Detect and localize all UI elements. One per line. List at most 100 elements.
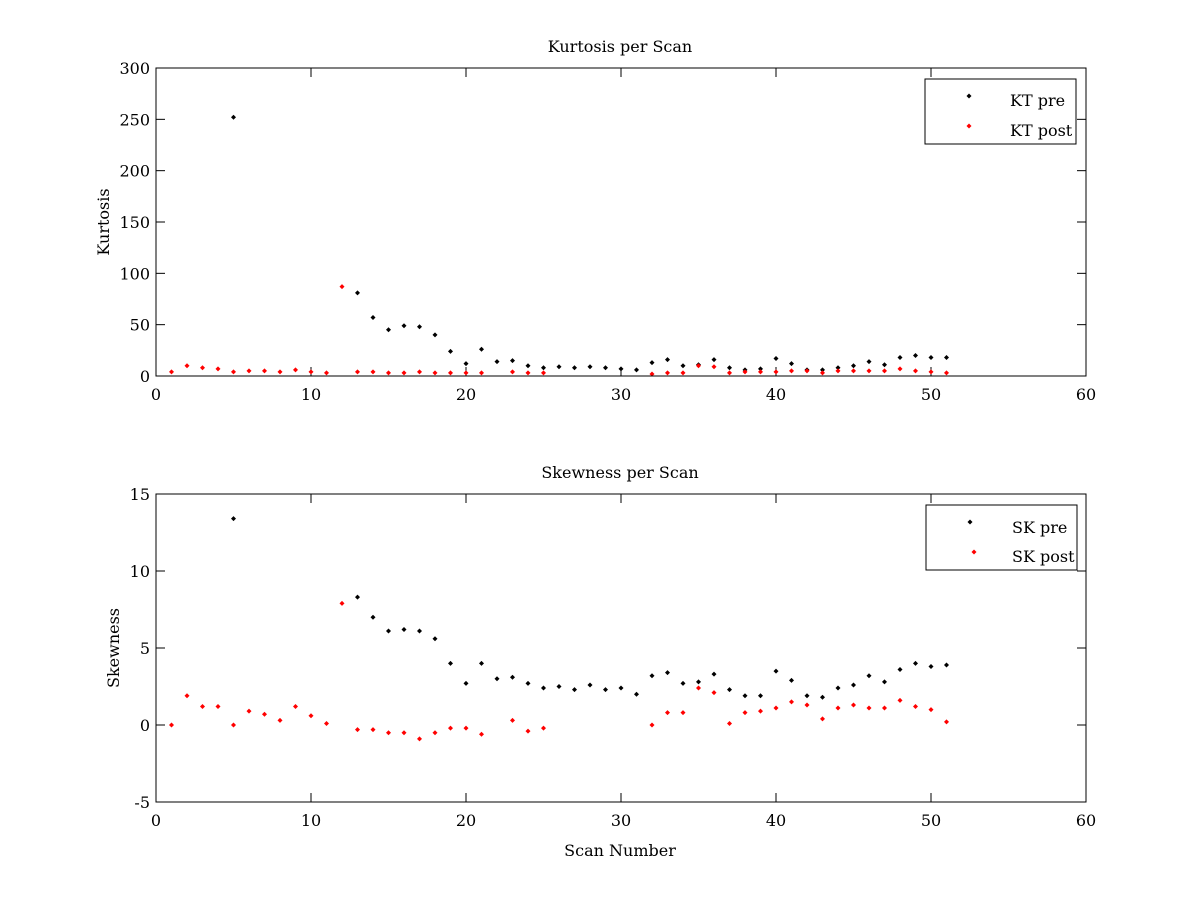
point-sk-post [370, 727, 376, 733]
point-sk-pre [525, 680, 531, 686]
point-kt-post [866, 368, 872, 374]
point-sk-post [246, 708, 252, 714]
point-sk-post [231, 722, 236, 728]
point-kt-pre [773, 356, 779, 362]
point-kt-post [293, 367, 298, 373]
y-tick-label: -5 [134, 793, 150, 812]
point-kt-pre [355, 290, 360, 296]
point-kt-pre [479, 346, 484, 352]
x-tick-label: 10 [301, 811, 321, 830]
point-kt-pre [866, 359, 872, 365]
point-sk-pre [417, 628, 422, 634]
point-kt-pre [835, 365, 841, 371]
point-kt-pre [680, 363, 686, 369]
x-tick-label: 0 [151, 811, 161, 830]
x-tick-label: 10 [301, 385, 321, 404]
point-kt-post [386, 370, 391, 376]
legend-marker-sk-post [971, 549, 977, 555]
point-sk-pre [835, 685, 841, 691]
point-sk-pre [634, 691, 639, 697]
y-tick-label: 100 [119, 264, 150, 283]
point-kt-post [184, 363, 190, 369]
skewness-ylabel: Skewness [104, 608, 123, 688]
point-sk-pre [494, 676, 500, 682]
point-kt-pre [510, 358, 515, 364]
x-tick-label: 40 [766, 811, 786, 830]
point-sk-post [184, 693, 190, 699]
point-sk-pre [401, 627, 407, 633]
point-kt-pre [727, 365, 732, 371]
point-kt-pre [944, 355, 949, 361]
point-sk-post [758, 708, 763, 714]
point-kt-pre [634, 367, 639, 373]
point-kt-post [417, 369, 422, 375]
y-tick-label: 0 [140, 716, 150, 735]
kurtosis-legend: KT pre KT post [924, 78, 1077, 145]
point-kt-pre [603, 365, 608, 371]
point-kt-post [727, 370, 732, 376]
point-kt-pre [758, 366, 763, 372]
point-kt-post [773, 369, 779, 375]
point-kt-post [448, 370, 453, 376]
point-kt-post [463, 370, 469, 376]
point-kt-post [913, 368, 918, 374]
legend-marker-kt-pre [966, 93, 972, 99]
point-sk-post [541, 725, 546, 731]
point-sk-post [820, 716, 825, 722]
point-kt-post [525, 370, 531, 376]
point-sk-pre [463, 680, 469, 686]
point-kt-post [882, 368, 887, 374]
point-sk-post [355, 727, 360, 733]
point-sk-pre [355, 594, 360, 600]
point-kt-post [928, 369, 934, 375]
point-sk-pre [773, 668, 779, 674]
point-sk-post [479, 731, 484, 737]
y-tick-label: 150 [119, 213, 150, 232]
point-kt-pre [928, 355, 934, 361]
point-sk-post [200, 704, 205, 710]
point-sk-pre [913, 660, 918, 666]
point-kt-post [355, 369, 360, 375]
x-tick-label: 30 [611, 385, 631, 404]
point-sk-pre [882, 679, 887, 685]
point-kt-post [339, 284, 345, 290]
point-sk-pre [851, 682, 856, 688]
kurtosis-ticks: 0 10 20 30 40 50 60 0 50 100 150 200 250 300 [119, 59, 1096, 404]
point-sk-pre [556, 684, 562, 689]
y-tick-label: 200 [119, 162, 150, 181]
point-sk-post [866, 705, 872, 711]
point-kt-post [200, 365, 205, 371]
point-sk-pre [711, 671, 717, 677]
point-sk-pre [587, 682, 593, 688]
point-kt-pre [618, 366, 624, 372]
point-kt-pre [897, 355, 903, 361]
x-tick-label: 30 [611, 811, 631, 830]
point-kt-post [510, 369, 515, 375]
point-sk-pre [479, 660, 484, 666]
point-sk-post [169, 722, 174, 728]
kurtosis-ylabel: Kurtosis [94, 188, 113, 255]
point-sk-post [711, 690, 717, 696]
point-sk-pre [758, 693, 763, 699]
point-sk-pre [370, 614, 376, 620]
point-kt-post [851, 368, 856, 374]
point-kt-post [804, 368, 810, 374]
point-kt-pre [572, 365, 577, 371]
point-kt-post [665, 370, 670, 376]
x-tick-label: 50 [921, 385, 941, 404]
point-sk-post [928, 707, 934, 713]
point-sk-post [293, 704, 298, 710]
point-kt-post [835, 368, 841, 374]
point-kt-pre [913, 352, 918, 358]
point-sk-post [339, 600, 345, 606]
point-kt-post [370, 369, 376, 375]
kurtosis-axes-frame [155, 67, 1087, 377]
point-kt-pre [370, 314, 376, 320]
point-sk-pre [541, 685, 546, 691]
point-kt-post [277, 369, 283, 375]
skewness-xlabel: Scan Number [564, 841, 676, 860]
skewness-axes-frame [155, 493, 1087, 803]
kurtosis-subplot: Kurtosis per Scan 0 10 20 30 40 50 60 0 50 100 150… [94, 37, 1096, 404]
